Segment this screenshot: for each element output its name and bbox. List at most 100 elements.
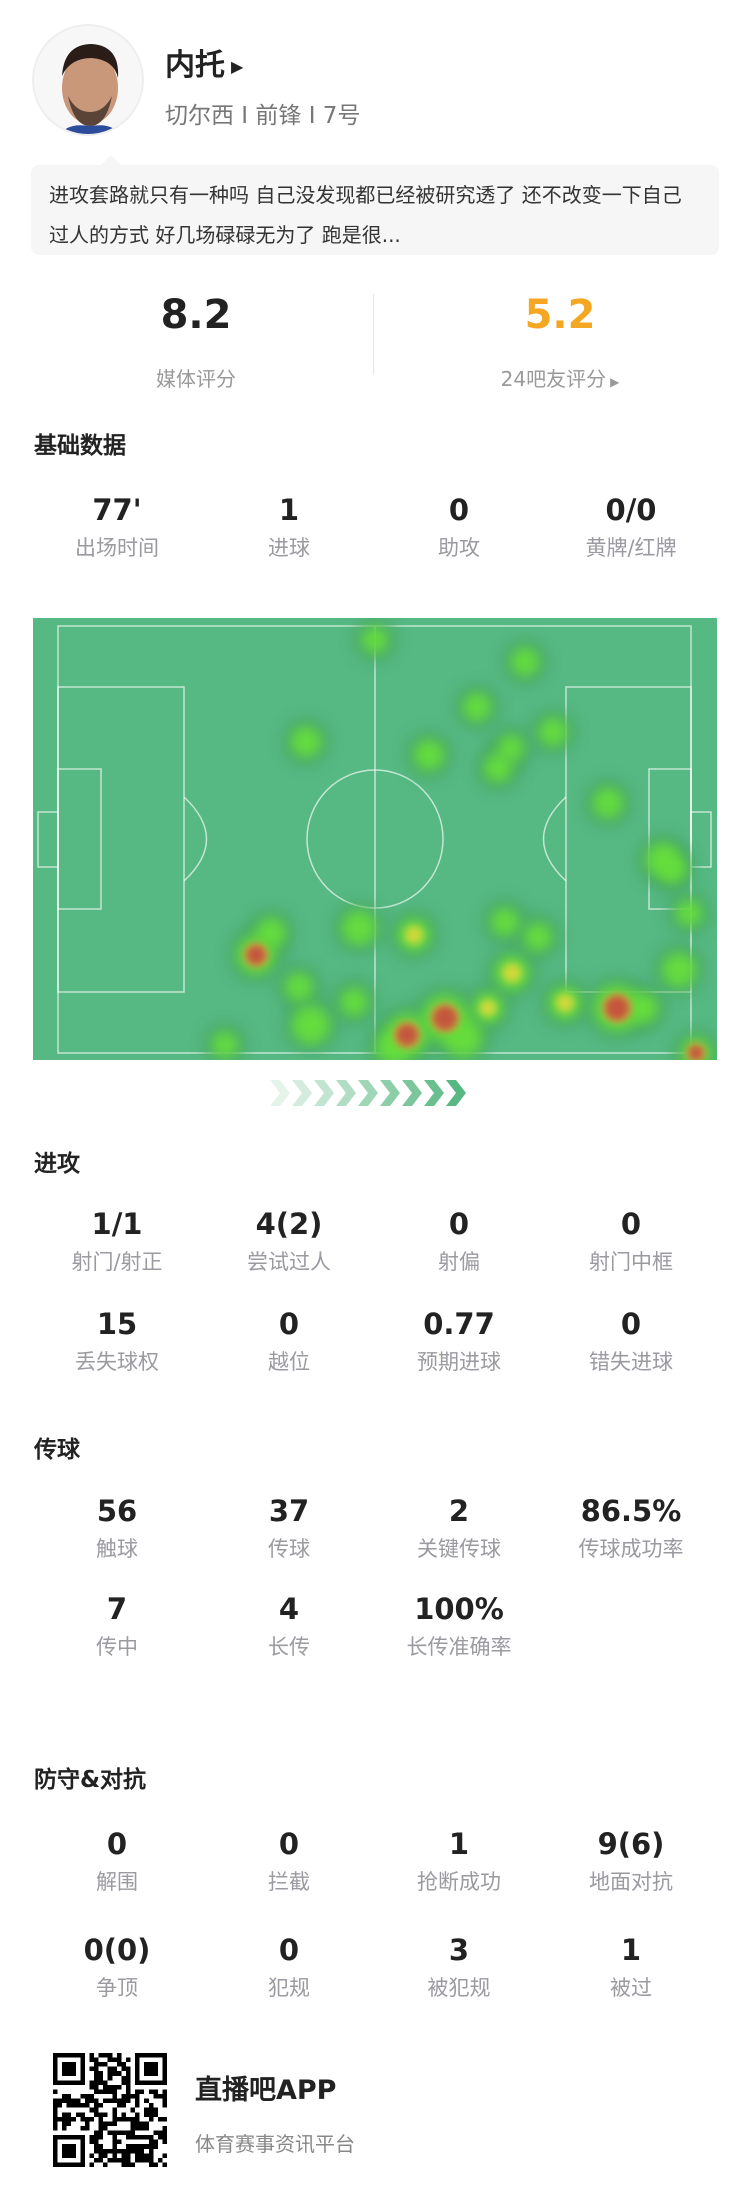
stat-label: 进球 <box>268 536 310 560</box>
stat-value: 0 <box>620 1207 642 1241</box>
heatmap-blob <box>462 692 492 722</box>
stat-item: 77' 出场时间 <box>32 492 202 562</box>
stat-item: 4(2) 尝试过人 <box>204 1206 374 1276</box>
stat-value: 1 <box>620 1933 642 1967</box>
stat-value: 86.5% <box>580 1494 682 1528</box>
heatmap-blob <box>479 999 497 1017</box>
stat-value: 0 <box>278 1307 300 1341</box>
fan-comment[interactable]: 进攻套路就只有一种吗 自己没发现都已经被研究透了 还不改变一下自己过人的方式 好… <box>31 155 719 255</box>
stat-value: 77' <box>92 493 142 527</box>
stat-label: 争顶 <box>96 1976 138 2000</box>
heatmap-blob <box>687 1044 705 1062</box>
stat-label: 射门中框 <box>589 1250 673 1274</box>
stat-item: 0 拦截 <box>204 1826 374 1896</box>
stat-value: 0/0 <box>605 493 657 527</box>
heatmap-blob <box>284 972 314 1002</box>
heatmap-blob <box>556 994 574 1012</box>
stat-label: 助攻 <box>438 536 480 560</box>
qr-code-icon <box>53 2053 167 2167</box>
app-name: 直播吧APP <box>195 2075 337 2106</box>
heatmap-blob <box>659 856 687 884</box>
heatmap-blob <box>413 739 445 771</box>
stat-value: 15 <box>96 1307 138 1341</box>
chevron-right-icon <box>402 1080 422 1106</box>
heatmap-blob <box>603 994 631 1022</box>
heatmap-blob <box>510 647 540 677</box>
stat-item: 0 射偏 <box>374 1206 544 1276</box>
stat-label: 被过 <box>610 1976 652 2000</box>
stat-value: 0.77 <box>423 1307 495 1341</box>
stat-label: 出场时间 <box>75 536 159 560</box>
stat-label: 犯规 <box>268 1976 310 2000</box>
stat-label: 射门/射正 <box>71 1250 163 1274</box>
stat-value: 1 <box>278 493 300 527</box>
stat-label: 解围 <box>96 1870 138 1894</box>
stat-value: 9(6) <box>597 1827 665 1861</box>
heatmap-blob <box>627 992 659 1024</box>
stat-value: 2 <box>448 1494 470 1528</box>
fan-rating-link[interactable]: 24吧友评分 ▶ <box>410 363 710 392</box>
stat-value: 37 <box>268 1494 310 1528</box>
chevron-right-icon <box>446 1080 466 1106</box>
heatmap-blob <box>675 899 703 927</box>
chevron-right-icon <box>380 1080 400 1106</box>
stat-value: 1 <box>448 1827 470 1861</box>
stat-label: 黄牌/红牌 <box>585 536 677 560</box>
stat-item: 0 越位 <box>204 1306 374 1376</box>
heatmap-pitch <box>33 618 720 1077</box>
stat-value: 56 <box>96 1494 138 1528</box>
stat-value: 100% <box>414 1592 504 1626</box>
stat-item: 56 触球 <box>32 1493 202 1563</box>
heatmap-blob <box>502 963 522 983</box>
stat-item: 0.77 预期进球 <box>374 1306 544 1376</box>
stat-label: 长传准确率 <box>406 1635 512 1659</box>
section-title: 进攻 <box>34 1151 80 1177</box>
heatmap-blob <box>431 1004 459 1032</box>
player-name: 内托 <box>165 48 225 83</box>
stat-item: 0 解围 <box>32 1826 202 1896</box>
stat-value: 3 <box>448 1933 470 1967</box>
section-title: 传球 <box>34 1437 80 1463</box>
heatmap-blob <box>490 907 520 937</box>
chevron-right-icon <box>314 1080 334 1106</box>
chevron-right-icon <box>292 1080 312 1106</box>
stat-value: 1/1 <box>91 1207 143 1241</box>
stat-label: 被犯规 <box>427 1976 491 2000</box>
stat-item: 37 传球 <box>204 1493 374 1563</box>
stat-item: 3 被犯规 <box>374 1932 544 2002</box>
player-avatar[interactable] <box>32 24 144 136</box>
heatmap-blob <box>361 626 389 654</box>
heatmap-blob <box>538 717 568 747</box>
stat-label: 错失进球 <box>589 1350 673 1374</box>
caret-right-icon: ▶ <box>231 57 244 76</box>
stat-value: 0 <box>448 1207 470 1241</box>
heatmap <box>37 618 720 1077</box>
stat-item: 86.5% 传球成功率 <box>546 1493 716 1563</box>
stat-item: 100% 长传准确率 <box>374 1591 544 1661</box>
heatmap-blob <box>211 1031 239 1059</box>
stat-label: 拦截 <box>268 1870 310 1894</box>
stat-label: 射偏 <box>438 1250 480 1274</box>
stat-value: 0 <box>620 1307 642 1341</box>
stat-label: 触球 <box>96 1537 138 1561</box>
heatmap-blob <box>291 1005 331 1045</box>
stat-value: 7 <box>106 1592 128 1626</box>
stat-label: 传中 <box>96 1635 138 1659</box>
heatmap-blob <box>339 987 369 1017</box>
stat-label: 地面对抗 <box>589 1870 673 1894</box>
player-photo-icon <box>34 26 142 134</box>
chevron-right-icon <box>336 1080 356 1106</box>
stat-label: 传球 <box>268 1537 310 1561</box>
stat-item: 0 错失进球 <box>546 1306 716 1376</box>
heatmap-blob <box>395 1023 419 1047</box>
stat-item: 9(6) 地面对抗 <box>546 1826 716 1896</box>
stat-value: 0 <box>278 1827 300 1861</box>
media-rating-value: 8.2 <box>160 292 232 338</box>
stat-value: 0 <box>106 1827 128 1861</box>
heatmap-blob <box>523 922 553 952</box>
heatmap-blob <box>405 926 423 944</box>
app-tagline: 体育赛事资讯平台 <box>195 2132 355 2156</box>
stat-item: 0/0 黄牌/红牌 <box>546 492 716 562</box>
chevron-right-icon <box>358 1080 378 1106</box>
player-name-link[interactable]: 内托 ▶ <box>165 40 243 84</box>
